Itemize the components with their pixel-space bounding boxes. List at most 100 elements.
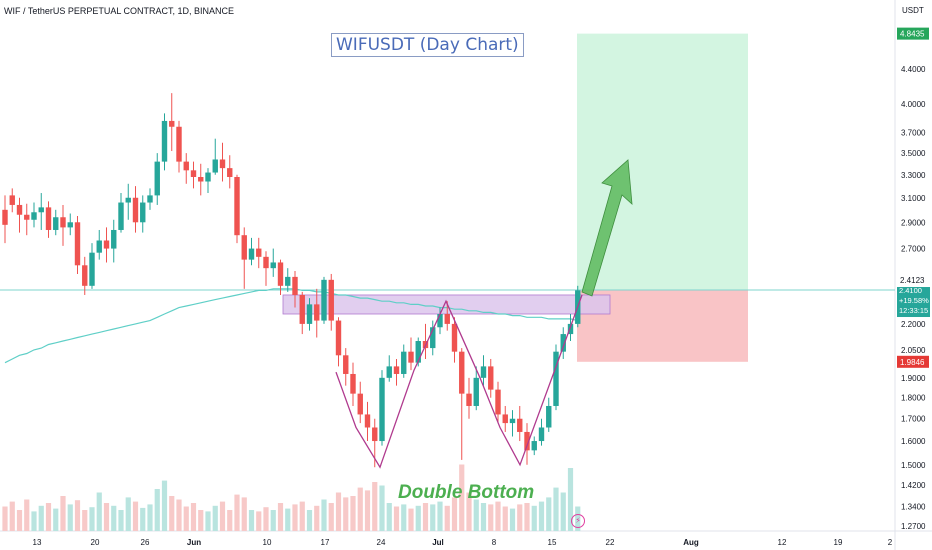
candle-body: [103, 240, 110, 249]
candle-body: [24, 214, 30, 220]
volume-bar: [96, 492, 102, 531]
candle-body: [364, 414, 371, 428]
volume-bar: [473, 499, 479, 531]
volume-bar: [509, 508, 516, 531]
volume-bar: [219, 501, 226, 531]
candle-body: [415, 341, 421, 363]
candle-body: [16, 204, 23, 215]
volume-bar: [234, 494, 240, 531]
volume-bar: [161, 480, 168, 531]
time-tick-label: 10: [263, 538, 272, 547]
candle-body: [125, 197, 131, 203]
candle-body: [299, 294, 305, 324]
symbol-header: WIF / TetherUS PERPETUAL CONTRACT, 1D, B…: [4, 6, 235, 16]
candle-body: [509, 418, 516, 424]
candle-body: [234, 176, 240, 236]
candle-body: [74, 222, 81, 266]
current-price-block: [897, 287, 930, 318]
volume-bar: [277, 503, 284, 531]
target-price-tag-bg: [897, 27, 929, 40]
volume-bar: [343, 497, 349, 531]
candle-body: [386, 366, 392, 378]
candle-body: [227, 168, 233, 177]
volume-bar: [350, 496, 356, 531]
candle-body: [198, 176, 204, 182]
volume-bar: [451, 497, 458, 531]
candle-body: [393, 366, 400, 374]
price-tick-label: 3.1000: [901, 194, 926, 203]
volume-bar: [524, 503, 530, 531]
volume-bar: [430, 504, 436, 531]
volume-bar: [538, 501, 545, 531]
volume-bar: [517, 504, 523, 531]
lightning-icon[interactable]: ⚡: [571, 514, 585, 528]
price-tick-label: 1.2700: [901, 522, 926, 531]
candle-body: [256, 248, 262, 257]
candle-body: [285, 276, 291, 286]
volume-bar: [111, 505, 117, 531]
price-tick-label: 2.7000: [901, 245, 926, 254]
volume-bar: [45, 503, 52, 531]
volume-bar: [553, 487, 559, 531]
volume-bar: [31, 511, 37, 531]
candle-body: [270, 262, 276, 269]
time-tick-label: 13: [33, 538, 42, 547]
double-bottom-pattern: [335, 294, 583, 469]
candle-body: [538, 427, 545, 442]
candle-body: [219, 159, 226, 169]
volume-bar: [531, 505, 537, 531]
time-tick-label: 8: [492, 538, 497, 547]
volume-bar: [2, 506, 8, 531]
candle-body: [132, 197, 139, 223]
chart-title-annotation[interactable]: WIFUSDT (Day Chart): [331, 33, 524, 57]
candle-body: [379, 377, 385, 442]
price-axis-unit: USDT: [902, 6, 924, 15]
volume-bar: [459, 464, 465, 531]
volume-bar: [560, 492, 566, 531]
time-tick-label: 2: [888, 538, 893, 547]
volume-bar: [263, 507, 269, 531]
stop-price-tag: 1.9846: [900, 358, 925, 367]
price-tick-label: 4.4000: [901, 65, 926, 74]
candle-body: [430, 327, 436, 349]
candle-body: [169, 120, 175, 127]
bar-countdown: 12:33:15: [899, 306, 928, 315]
candle-body: [473, 377, 479, 406]
stop-price-tag-bg: [897, 355, 929, 368]
candle-body: [248, 248, 255, 260]
time-tick-label: Aug: [683, 538, 699, 547]
volume-bar: [205, 511, 211, 531]
volume-bar: [444, 505, 450, 531]
price-tick-label: 2.2000: [901, 320, 926, 329]
volume-bar: [488, 504, 494, 531]
candle-body: [176, 126, 182, 162]
volume-bar: [9, 501, 15, 531]
volume-bar: [546, 497, 552, 531]
volume-bar: [212, 505, 218, 531]
volume-bar: [169, 496, 175, 531]
time-tick-label: Jul: [432, 538, 444, 547]
volume-bar: [190, 503, 197, 531]
volume-bar: [147, 504, 153, 531]
double-bottom-label[interactable]: Double Bottom: [398, 482, 535, 503]
candle-body: [495, 389, 501, 415]
volume-bar: [314, 505, 320, 531]
price-tick-label: 3.7000: [901, 129, 926, 138]
price-tick-label: 1.5000: [901, 461, 926, 470]
time-tick-label: 15: [548, 538, 557, 547]
volume-bar: [401, 504, 407, 531]
candle-body: [335, 320, 342, 356]
volume-bar: [125, 497, 131, 531]
candle-body: [517, 418, 523, 432]
price-tick-label: 3.5000: [901, 149, 926, 158]
candle-body: [480, 366, 487, 378]
candle-body: [560, 334, 566, 352]
candle-body: [53, 217, 59, 230]
candle-body: [161, 120, 168, 162]
volume-bar: [393, 506, 400, 531]
level-price-tag-bg: [897, 274, 929, 287]
volume-bar: [82, 510, 88, 531]
volume-bar: [270, 510, 276, 531]
candle-body: [546, 405, 552, 428]
